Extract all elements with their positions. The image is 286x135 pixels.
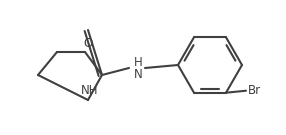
Text: O: O	[84, 37, 93, 50]
Text: H
N: H N	[134, 55, 142, 80]
Text: Br: Br	[248, 84, 261, 97]
Text: NH: NH	[81, 84, 99, 97]
